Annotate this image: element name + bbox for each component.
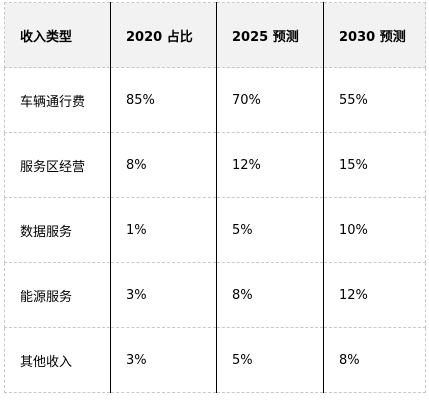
cell-revenue-type: 服务区经营 xyxy=(4,132,111,198)
cell-2020-share: 3% xyxy=(110,327,217,393)
cell-2025-forecast: 5% xyxy=(216,197,324,263)
cell-2030-forecast: 55% xyxy=(323,67,426,133)
header-row: 收入类型 2020 占比 2025 预测 2030 预测 xyxy=(4,2,426,68)
cell-2025-forecast: 5% xyxy=(216,327,324,393)
cell-2020-share: 85% xyxy=(110,67,217,133)
cell-2025-forecast: 12% xyxy=(216,132,324,198)
cell-revenue-type: 车辆通行费 xyxy=(4,67,111,133)
cell-revenue-type: 其他收入 xyxy=(4,327,111,393)
table-row: 其他收入 3% 5% 8% xyxy=(4,327,426,393)
cell-2025-forecast: 8% xyxy=(216,262,324,328)
header-cell-revenue-type: 收入类型 xyxy=(4,2,111,68)
table-row: 车辆通行费 85% 70% 55% xyxy=(4,67,426,133)
table-row: 能源服务 3% 8% 12% xyxy=(4,262,426,328)
cell-2030-forecast: 12% xyxy=(323,262,426,328)
cell-2030-forecast: 15% xyxy=(323,132,426,198)
cell-2025-forecast: 70% xyxy=(216,67,324,133)
table-header: 收入类型 2020 占比 2025 预测 2030 预测 xyxy=(4,2,426,68)
table-body: 车辆通行费 85% 70% 55% 服务区经营 8% 12% 15% 数据服务 … xyxy=(4,67,426,393)
cell-2020-share: 8% xyxy=(110,132,217,198)
table-row: 数据服务 1% 5% 10% xyxy=(4,197,426,263)
header-cell-2030-forecast: 2030 预测 xyxy=(323,2,426,68)
cell-2030-forecast: 8% xyxy=(323,327,426,393)
header-cell-2020-share: 2020 占比 xyxy=(110,2,217,68)
cell-2020-share: 3% xyxy=(110,262,217,328)
cell-revenue-type: 数据服务 xyxy=(4,197,111,263)
header-cell-2025-forecast: 2025 预测 xyxy=(216,2,324,68)
cell-2030-forecast: 10% xyxy=(323,197,426,263)
revenue-forecast-table: 收入类型 2020 占比 2025 预测 2030 预测 车辆通行费 85% 7… xyxy=(4,2,426,393)
table-row: 服务区经营 8% 12% 15% xyxy=(4,132,426,198)
cell-revenue-type: 能源服务 xyxy=(4,262,111,328)
cell-2020-share: 1% xyxy=(110,197,217,263)
